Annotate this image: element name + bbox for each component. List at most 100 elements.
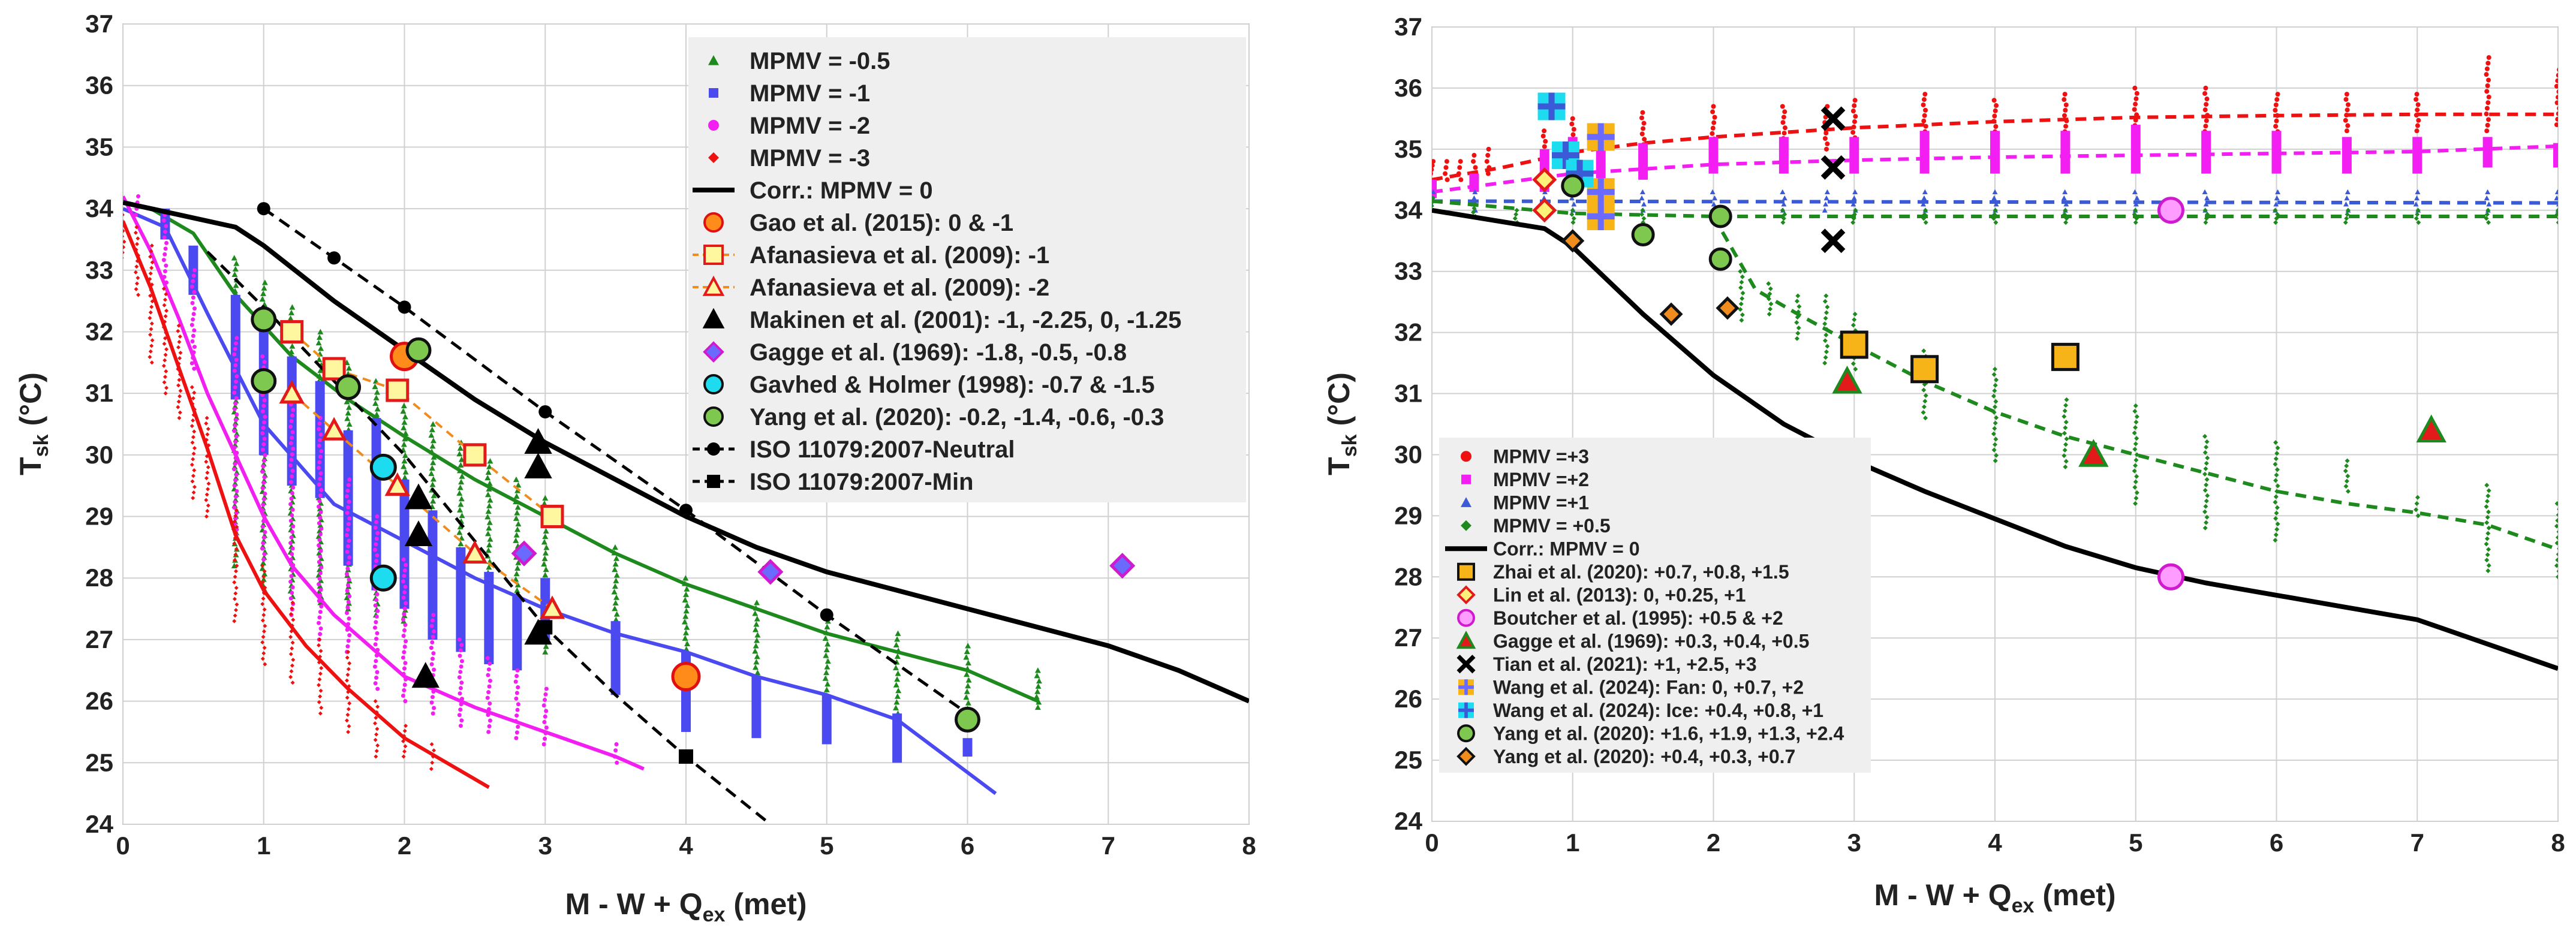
mpmv-2-point <box>485 695 490 700</box>
mpmv-2-point <box>260 354 265 359</box>
mpmv-0-5-point <box>487 458 493 464</box>
mpmv-3-point <box>177 410 182 415</box>
mpmv-0-5-point <box>515 520 522 527</box>
x-tick-label: 0 <box>1425 828 1439 857</box>
yang-et-al-2020-1-6-1-9-1-3-2-4-point <box>1708 204 1732 228</box>
mpmv-2-point <box>191 279 195 284</box>
mpmv-2-bar <box>1919 131 1930 174</box>
mpmv-1-point <box>1823 201 1829 207</box>
mpmv-0-5-point <box>458 495 465 502</box>
mpmv-0-5-point <box>2133 441 2138 447</box>
mpmv-0-5-point <box>2345 474 2351 479</box>
mpmv-0-5-point <box>893 699 900 705</box>
mpmv-2-point <box>260 546 265 551</box>
mpmv-1-point <box>1471 195 1477 201</box>
legend-marker-gao-et-al-2015-0-1 <box>703 212 724 233</box>
x-tick-label: 3 <box>538 831 552 860</box>
mpmv-0-5-point <box>1571 216 1576 221</box>
mpmv-0-5-point <box>2063 459 2069 464</box>
mpmv-3-point <box>148 271 153 276</box>
mpmv-2-point <box>289 457 294 462</box>
mpmv-0-5-point <box>514 565 520 571</box>
mpmv-2-point <box>234 489 239 493</box>
mpmv-2-point <box>318 510 323 514</box>
mpmv-0-5-point <box>457 523 464 530</box>
mpmv-2-point <box>374 537 379 541</box>
mpmv-0-5-point <box>894 693 901 699</box>
mpmv-3-point <box>204 459 209 464</box>
mpmv-2-point <box>290 585 295 590</box>
mpmv-3-point <box>346 730 351 734</box>
mpmv-3-point <box>1852 119 1857 124</box>
mpmv-3-point <box>319 665 324 670</box>
mpmv-0-5-point <box>316 566 323 573</box>
mpmv-2-point <box>317 499 322 504</box>
mpmv-2-point <box>164 224 168 228</box>
mpmv-3-point <box>318 671 323 676</box>
mpmv-2-point <box>232 352 237 357</box>
mpmv-2-point <box>317 615 322 620</box>
mpmv-3-point <box>290 646 294 651</box>
mpmv-2-point <box>347 499 351 504</box>
mpmv-3-point <box>2484 89 2490 94</box>
mpmv-2-point <box>291 524 296 529</box>
mpmv-3-point <box>1485 171 1491 176</box>
mpmv-0-5-point <box>681 619 688 625</box>
mpmv-3-point <box>374 732 379 737</box>
mpmv-0-5-point <box>543 544 550 550</box>
mpmv-2-point <box>192 366 197 371</box>
mpmv-1-point <box>2202 189 2208 195</box>
mpmv-0-5-point <box>2414 216 2419 221</box>
mpmv-0-5-point <box>2064 397 2069 402</box>
mpmv-0-5-point <box>456 451 463 457</box>
legend-label-makinen-et-al-2001-1-2-25-0-1-25: Makinen et al. (2001): -1, -2.25, 0, -1.… <box>750 307 1181 333</box>
mpmv-0-5-point <box>430 498 437 504</box>
mpmv-0-5-point <box>2134 414 2139 420</box>
mpmv-0-5-point <box>1739 279 1744 285</box>
mpmv-2-point <box>288 502 293 507</box>
right-y-axis-label: Tsk (°C) <box>1322 372 1361 475</box>
mpmv-0-5-point <box>613 594 620 600</box>
mpmv-3-point <box>148 254 153 259</box>
mpmv-3-point <box>234 586 239 590</box>
mpmv-0-5-point <box>1740 312 1745 318</box>
mpmv-3-point <box>2063 107 2068 113</box>
mpmv-3-point <box>189 424 194 429</box>
mpmv-2-point <box>401 617 405 622</box>
mpmv-3-point <box>347 724 351 728</box>
mpmv-3-point <box>234 569 238 574</box>
legend-label-corr-mpmv-0: Corr.: MPMV = 0 <box>1493 538 1640 559</box>
y-tick-label: 36 <box>85 71 113 100</box>
mpmv-0-5-point <box>317 561 324 567</box>
x-tick-label: 3 <box>1847 828 1861 857</box>
mpmv-2-point <box>375 592 380 596</box>
yang-et-al-2020-0-2-1-4-0-6-0-3-point <box>955 706 980 733</box>
mpmv-1-point <box>1542 189 1548 195</box>
mpmv-0-5-point <box>1825 344 1830 349</box>
mpmv-2-point <box>317 521 321 526</box>
mpmv-3-point <box>2344 92 2349 97</box>
mpmv-3-point <box>288 674 293 679</box>
y-tick-label: 29 <box>1394 501 1422 529</box>
legend-label-boutcher-et-al-1995-0-5-2: Boutcher et al. (1995): +0.5 & +2 <box>1493 607 1783 629</box>
mpmv-3-point <box>1432 163 1435 168</box>
mpmv-0-5-point <box>484 531 491 537</box>
mpmv-3-point <box>2414 128 2419 134</box>
mpmv-2-point <box>260 524 265 529</box>
afanasieva-et-al-2009-1-point <box>540 505 564 529</box>
mpmv-3-point <box>263 623 267 628</box>
mpmv-3-point <box>262 569 267 574</box>
mpmv-3-point <box>162 297 167 302</box>
mpmv-2-point <box>403 699 408 704</box>
legend-marker-afanasieva-et-al-2009-1 <box>703 245 724 265</box>
mpmv-3-point <box>192 446 197 451</box>
left-x-axis-label: M - W + Qex (met) <box>565 887 806 926</box>
mpmv-3-point <box>1444 159 1449 164</box>
mpmv-3-point <box>1781 131 1787 136</box>
mpmv-0-5-point <box>2486 525 2491 531</box>
mpmv-0-5-point <box>1738 285 1744 290</box>
mpmv-0-5-point <box>401 419 408 425</box>
mpmv-2-point <box>290 435 294 440</box>
mpmv-2-point <box>430 695 435 700</box>
